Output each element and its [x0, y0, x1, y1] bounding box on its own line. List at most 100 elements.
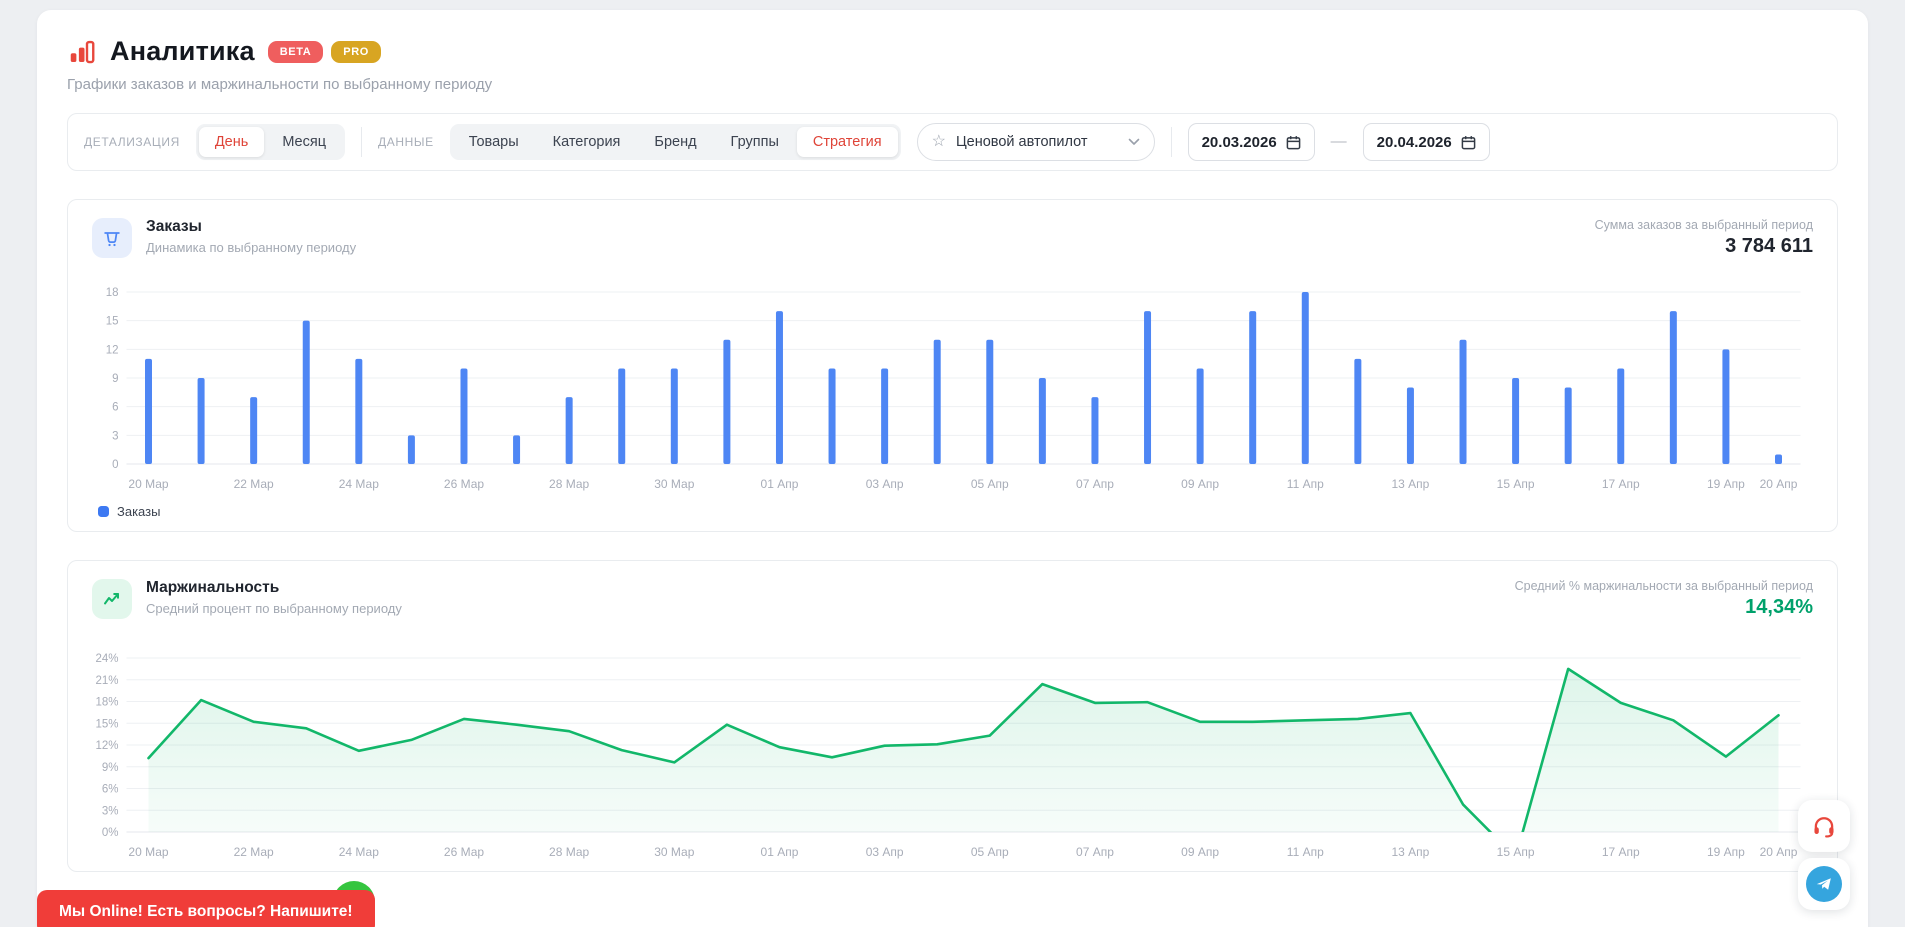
svg-text:3: 3 — [112, 430, 118, 442]
svg-text:6%: 6% — [102, 784, 119, 796]
svg-text:05 Апр: 05 Апр — [971, 845, 1009, 859]
svg-text:11 Апр: 11 Апр — [1287, 477, 1324, 491]
analytics-panel: Аналитика BETA PRO Графики заказов и марж… — [37, 10, 1868, 927]
telegram-button[interactable] — [1798, 858, 1850, 910]
data-option-категория[interactable]: Категория — [537, 127, 637, 157]
orders-card-titles: Заказы Динамика по выбранному периоду — [146, 218, 356, 255]
svg-text:01 Апр: 01 Апр — [761, 477, 799, 491]
legend-label: Заказы — [117, 504, 161, 519]
svg-text:13 Апр: 13 Апр — [1392, 845, 1430, 859]
svg-text:15%: 15% — [95, 718, 118, 730]
svg-text:24%: 24% — [95, 653, 118, 665]
svg-text:11 Апр: 11 Апр — [1287, 845, 1324, 859]
svg-text:28 Мар: 28 Мар — [549, 845, 589, 859]
page-title: Аналитика — [110, 36, 255, 66]
svg-text:19 Апр: 19 Апр — [1707, 845, 1745, 859]
data-option-товары[interactable]: Товары — [453, 127, 535, 157]
date-to-value: 20.04.2026 — [1376, 133, 1452, 151]
svg-text:01 Апр: 01 Апр — [761, 845, 799, 859]
orders-title: Заказы — [146, 218, 202, 235]
svg-text:0%: 0% — [102, 827, 119, 839]
divider — [1170, 127, 1172, 157]
svg-text:20 Апр: 20 Апр — [1760, 477, 1798, 491]
strategy-select-value: Ценовой автопилот — [955, 134, 1088, 150]
strategy-select[interactable]: ☆ Ценовой автопилот — [916, 123, 1155, 161]
date-range-separator: — — [1330, 133, 1347, 150]
svg-text:13 Апр: 13 Апр — [1392, 477, 1430, 491]
date-from-value: 20.03.2026 — [1201, 133, 1277, 151]
margin-summary-value: 14,34% — [1745, 596, 1813, 618]
orders-bar-chart[interactable]: 0 3 6 9 12 15 18 20 Мар 22 Мар 24 Мар 26 Мар 28 Мар… — [92, 262, 1813, 494]
svg-text:18%: 18% — [95, 697, 118, 709]
chat-widget[interactable]: Мы Online! Есть вопросы? Напишите! — [37, 881, 375, 927]
detail-option-день[interactable]: День — [198, 127, 265, 157]
svg-text:15 Апр: 15 Апр — [1497, 477, 1535, 491]
margin-card-header: Маржинальность Средний процент по выбран… — [92, 579, 1813, 619]
orders-summary-label: Сумма заказов за выбранный период — [1594, 218, 1813, 232]
telegram-icon — [1806, 866, 1842, 902]
divider — [361, 127, 363, 157]
svg-text:28 Мар: 28 Мар — [549, 477, 589, 491]
svg-text:19 Апр: 19 Апр — [1707, 477, 1745, 491]
orders-summary: Сумма заказов за выбранный период 3 784 … — [1595, 218, 1813, 258]
svg-text:0: 0 — [112, 459, 118, 471]
detail-label: ДЕТАЛИЗАЦИЯ — [84, 135, 180, 149]
svg-text:17 Апр: 17 Апр — [1602, 845, 1640, 859]
svg-text:15: 15 — [106, 316, 119, 328]
star-icon: ☆ — [931, 133, 946, 150]
svg-text:3%: 3% — [102, 805, 119, 817]
svg-text:30 Мар: 30 Мар — [654, 477, 694, 491]
margin-card: Маржинальность Средний процент по выбран… — [67, 560, 1838, 872]
svg-text:18: 18 — [106, 287, 119, 299]
chat-banner[interactable]: Мы Online! Есть вопросы? Напишите! — [37, 890, 375, 927]
margin-subtitle: Средний процент по выбранному периоду — [146, 601, 402, 616]
svg-text:22 Мар: 22 Мар — [234, 845, 274, 859]
svg-text:17 Апр: 17 Апр — [1602, 477, 1640, 491]
data-option-группы[interactable]: Группы — [715, 127, 795, 157]
svg-text:03 Апр: 03 Апр — [866, 477, 904, 491]
svg-text:20 Мар: 20 Мар — [128, 477, 168, 491]
data-option-бренд[interactable]: Бренд — [638, 127, 712, 157]
chevron-down-icon — [1128, 138, 1140, 146]
support-button[interactable] — [1798, 800, 1850, 852]
svg-text:24 Мар: 24 Мар — [339, 845, 379, 859]
margin-area-chart[interactable]: 0% 3% 6% 9% 12% 15% 18% 21% 24% 20 Мар 22 Мар 24 Ма… — [92, 623, 1813, 859]
margin-title: Маржинальность — [146, 579, 280, 596]
margin-card-titles: Маржинальность Средний процент по выбран… — [146, 579, 402, 616]
margin-summary: Средний % маржинальности за выбранный пе… — [1515, 579, 1813, 619]
svg-text:26 Мар: 26 Мар — [444, 477, 484, 491]
legend-swatch — [98, 506, 109, 517]
svg-text:05 Апр: 05 Апр — [971, 477, 1009, 491]
svg-text:6: 6 — [112, 402, 118, 414]
date-to-input[interactable]: 20.04.2026 — [1362, 123, 1490, 161]
calendar-icon[interactable] — [1461, 135, 1476, 150]
data-label: ДАННЫЕ — [378, 135, 434, 149]
svg-text:03 Апр: 03 Апр — [866, 845, 904, 859]
svg-text:20 Мар: 20 Мар — [128, 845, 168, 859]
svg-text:07 Апр: 07 Апр — [1076, 477, 1114, 491]
data-segmented-control: Товары Категория Бренд Группы Стратегия — [449, 124, 901, 160]
detail-option-месяц[interactable]: Месяц — [266, 127, 342, 157]
svg-text:9%: 9% — [102, 762, 119, 774]
orders-legend[interactable]: Заказы — [92, 504, 1813, 519]
data-option-стратегия[interactable]: Стратегия — [796, 127, 898, 157]
orders-card: Заказы Динамика по выбранному периоду Су… — [67, 199, 1838, 532]
svg-text:12: 12 — [106, 344, 119, 356]
analytics-icon — [67, 37, 97, 67]
badges: BETA PRO — [267, 40, 381, 63]
orders-subtitle: Динамика по выбранному периоду — [146, 240, 357, 255]
date-from-input[interactable]: 20.03.2026 — [1187, 123, 1315, 161]
filter-bar: ДЕТАЛИЗАЦИЯ День Месяц ДАННЫЕ Товары Катег… — [67, 113, 1838, 171]
calendar-icon[interactable] — [1286, 135, 1301, 150]
page-subtitle: Графики заказов и маржинальности по выбр… — [67, 76, 493, 93]
svg-text:9: 9 — [112, 373, 118, 385]
page-header: Аналитика BETA PRO — [67, 36, 1838, 67]
svg-text:22 Мар: 22 Мар — [234, 477, 274, 491]
svg-text:26 Мар: 26 Мар — [444, 845, 484, 859]
svg-text:09 Апр: 09 Апр — [1181, 845, 1219, 859]
orders-summary-value: 3 784 611 — [1725, 235, 1813, 257]
pro-badge: PRO — [331, 40, 381, 63]
svg-text:12%: 12% — [95, 740, 118, 752]
cart-icon — [92, 218, 132, 258]
